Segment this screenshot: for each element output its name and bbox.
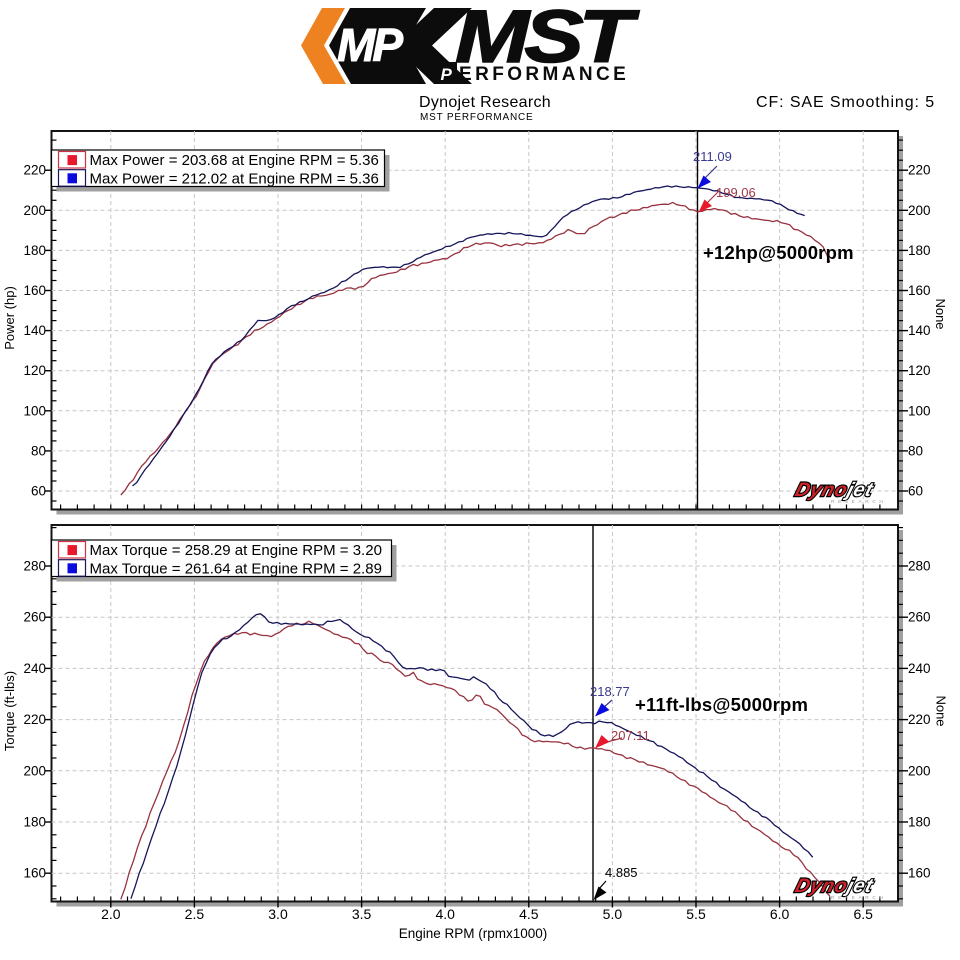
svg-text:280: 280 <box>23 559 46 574</box>
svg-text:MST: MST <box>455 0 639 78</box>
svg-text:+11ft-lbs@5000rpm: +11ft-lbs@5000rpm <box>635 694 808 715</box>
svg-text:3.0: 3.0 <box>268 906 288 922</box>
svg-text:60: 60 <box>908 484 923 499</box>
svg-text:RESEARCH: RESEARCH <box>831 895 886 901</box>
svg-text:280: 280 <box>908 559 931 574</box>
svg-text:+12hp@5000rpm: +12hp@5000rpm <box>703 242 854 263</box>
svg-text:180: 180 <box>23 815 46 830</box>
svg-text:ERFORMANCE: ERFORMANCE <box>459 64 629 85</box>
svg-text:180: 180 <box>908 243 931 258</box>
svg-text:6.0: 6.0 <box>770 906 790 922</box>
svg-text:160: 160 <box>908 866 931 881</box>
svg-text:Dyno: Dyno <box>793 875 851 897</box>
svg-text:80: 80 <box>31 443 46 458</box>
svg-text:260: 260 <box>908 610 931 625</box>
svg-text:None: None <box>933 298 948 329</box>
svg-text:180: 180 <box>908 815 931 830</box>
svg-text:Dyno: Dyno <box>793 479 851 501</box>
svg-text:220: 220 <box>23 712 46 727</box>
svg-text:4.885: 4.885 <box>605 865 638 880</box>
svg-text:4.0: 4.0 <box>435 906 455 922</box>
svg-text:180: 180 <box>23 243 46 258</box>
svg-text:220: 220 <box>23 163 46 178</box>
svg-text:100: 100 <box>908 403 931 418</box>
svg-text:80: 80 <box>908 443 923 458</box>
svg-text:5.0: 5.0 <box>603 906 623 922</box>
svg-text:140: 140 <box>23 323 46 338</box>
svg-text:4.5: 4.5 <box>519 906 539 922</box>
svg-text:3.5: 3.5 <box>352 906 372 922</box>
svg-text:240: 240 <box>908 661 931 676</box>
svg-text:211.09: 211.09 <box>693 149 732 164</box>
svg-text:jet: jet <box>842 479 877 501</box>
svg-text:Max Power = 212.02 at Engine R: Max Power = 212.02 at Engine RPM = 5.36 <box>90 170 379 187</box>
svg-text:Torque (ft-lbs): Torque (ft-lbs) <box>2 671 17 751</box>
svg-text:100: 100 <box>23 403 46 418</box>
svg-text:jet: jet <box>842 875 877 897</box>
svg-text:RESEARCH: RESEARCH <box>831 499 886 505</box>
svg-text:Power (hp): Power (hp) <box>2 286 17 350</box>
svg-text:120: 120 <box>908 363 931 378</box>
svg-text:160: 160 <box>23 283 46 298</box>
svg-text:6.5: 6.5 <box>853 906 873 922</box>
svg-text:200: 200 <box>908 763 931 778</box>
svg-text:260: 260 <box>23 610 46 625</box>
svg-text:240: 240 <box>23 661 46 676</box>
svg-text:200: 200 <box>23 763 46 778</box>
svg-text:MP: MP <box>337 19 403 71</box>
svg-text:220: 220 <box>908 712 931 727</box>
svg-text:Max Power = 203.68 at Engine R: Max Power = 203.68 at Engine RPM = 5.36 <box>90 152 379 169</box>
svg-text:200: 200 <box>23 203 46 218</box>
svg-text:218.77: 218.77 <box>590 684 630 699</box>
svg-text:Engine RPM (rpmx1000): Engine RPM (rpmx1000) <box>399 926 548 941</box>
svg-text:220: 220 <box>908 163 931 178</box>
svg-text:120: 120 <box>23 363 46 378</box>
svg-text:160: 160 <box>908 283 931 298</box>
svg-text:140: 140 <box>908 323 931 338</box>
svg-text:Max Torque = 261.64 at Engine: Max Torque = 261.64 at Engine RPM = 2.89 <box>90 560 382 577</box>
svg-text:60: 60 <box>31 484 46 499</box>
svg-text:2.5: 2.5 <box>185 906 205 922</box>
svg-text:Max Torque = 258.29 at Engine: Max Torque = 258.29 at Engine RPM = 3.20 <box>90 542 382 559</box>
svg-text:207.11: 207.11 <box>611 728 650 743</box>
svg-text:160: 160 <box>23 866 46 881</box>
svg-text:5.5: 5.5 <box>686 906 706 922</box>
svg-text:2.0: 2.0 <box>101 906 121 922</box>
svg-text:P: P <box>441 65 453 84</box>
svg-text:199.06: 199.06 <box>716 185 756 200</box>
svg-text:200: 200 <box>908 203 931 218</box>
svg-text:None: None <box>934 695 949 726</box>
